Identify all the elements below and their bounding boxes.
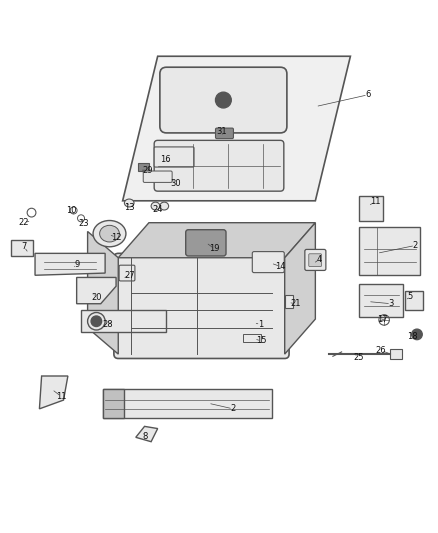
Polygon shape bbox=[88, 231, 118, 354]
Ellipse shape bbox=[124, 199, 134, 207]
Text: 28: 28 bbox=[102, 320, 113, 329]
Text: 10: 10 bbox=[66, 206, 76, 215]
Text: 16: 16 bbox=[160, 155, 171, 164]
Bar bbox=[103, 389, 124, 418]
Polygon shape bbox=[123, 56, 350, 201]
FancyBboxPatch shape bbox=[154, 140, 284, 191]
Text: 17: 17 bbox=[377, 314, 387, 324]
FancyBboxPatch shape bbox=[309, 254, 321, 266]
Text: 22: 22 bbox=[19, 218, 29, 227]
Text: 27: 27 bbox=[124, 271, 134, 280]
Bar bbox=[285, 295, 293, 308]
Text: 14: 14 bbox=[275, 262, 286, 271]
Text: 6: 6 bbox=[365, 90, 371, 99]
Text: 15: 15 bbox=[256, 336, 267, 345]
Polygon shape bbox=[81, 310, 166, 332]
Circle shape bbox=[91, 316, 102, 327]
Text: 5: 5 bbox=[408, 292, 413, 301]
Polygon shape bbox=[405, 290, 423, 310]
Polygon shape bbox=[359, 197, 383, 221]
Bar bbox=[390, 349, 402, 359]
Text: 11: 11 bbox=[370, 197, 381, 206]
Text: 25: 25 bbox=[353, 353, 364, 362]
Bar bbox=[138, 163, 149, 171]
Ellipse shape bbox=[93, 221, 126, 247]
FancyBboxPatch shape bbox=[154, 147, 194, 167]
Text: 9: 9 bbox=[74, 260, 79, 269]
Text: 24: 24 bbox=[152, 205, 163, 214]
Text: 20: 20 bbox=[91, 293, 102, 302]
Polygon shape bbox=[35, 253, 105, 275]
Polygon shape bbox=[39, 376, 68, 409]
Text: 26: 26 bbox=[376, 346, 386, 355]
Polygon shape bbox=[359, 284, 403, 317]
Bar bbox=[243, 334, 261, 342]
Text: 21: 21 bbox=[290, 299, 301, 308]
Text: 2: 2 bbox=[413, 241, 418, 250]
FancyBboxPatch shape bbox=[186, 230, 226, 256]
Text: 18: 18 bbox=[407, 332, 418, 341]
FancyBboxPatch shape bbox=[215, 128, 233, 139]
Polygon shape bbox=[136, 426, 158, 442]
Ellipse shape bbox=[99, 225, 119, 242]
Text: 13: 13 bbox=[124, 203, 134, 212]
Text: 4: 4 bbox=[317, 255, 322, 263]
Text: 8: 8 bbox=[143, 432, 148, 441]
Polygon shape bbox=[359, 227, 420, 275]
Text: 11: 11 bbox=[56, 392, 67, 401]
Text: 12: 12 bbox=[111, 232, 121, 241]
FancyBboxPatch shape bbox=[119, 265, 135, 281]
FancyBboxPatch shape bbox=[114, 253, 289, 359]
Text: 31: 31 bbox=[216, 127, 226, 136]
Polygon shape bbox=[77, 278, 116, 304]
Circle shape bbox=[215, 92, 231, 108]
Text: 30: 30 bbox=[170, 179, 180, 188]
Text: 3: 3 bbox=[389, 299, 394, 308]
Text: 23: 23 bbox=[78, 219, 88, 228]
Text: 19: 19 bbox=[209, 245, 220, 254]
Ellipse shape bbox=[160, 202, 169, 210]
Polygon shape bbox=[118, 223, 315, 258]
Polygon shape bbox=[11, 240, 33, 255]
Polygon shape bbox=[285, 223, 315, 354]
Circle shape bbox=[412, 329, 422, 340]
Text: 1: 1 bbox=[258, 320, 263, 329]
FancyBboxPatch shape bbox=[143, 171, 172, 182]
Text: 7: 7 bbox=[21, 243, 27, 251]
Ellipse shape bbox=[151, 202, 160, 210]
Text: 29: 29 bbox=[142, 166, 153, 175]
Text: 2: 2 bbox=[230, 405, 236, 414]
FancyBboxPatch shape bbox=[160, 67, 287, 133]
FancyBboxPatch shape bbox=[305, 249, 326, 270]
Polygon shape bbox=[103, 389, 272, 418]
FancyBboxPatch shape bbox=[252, 252, 284, 273]
